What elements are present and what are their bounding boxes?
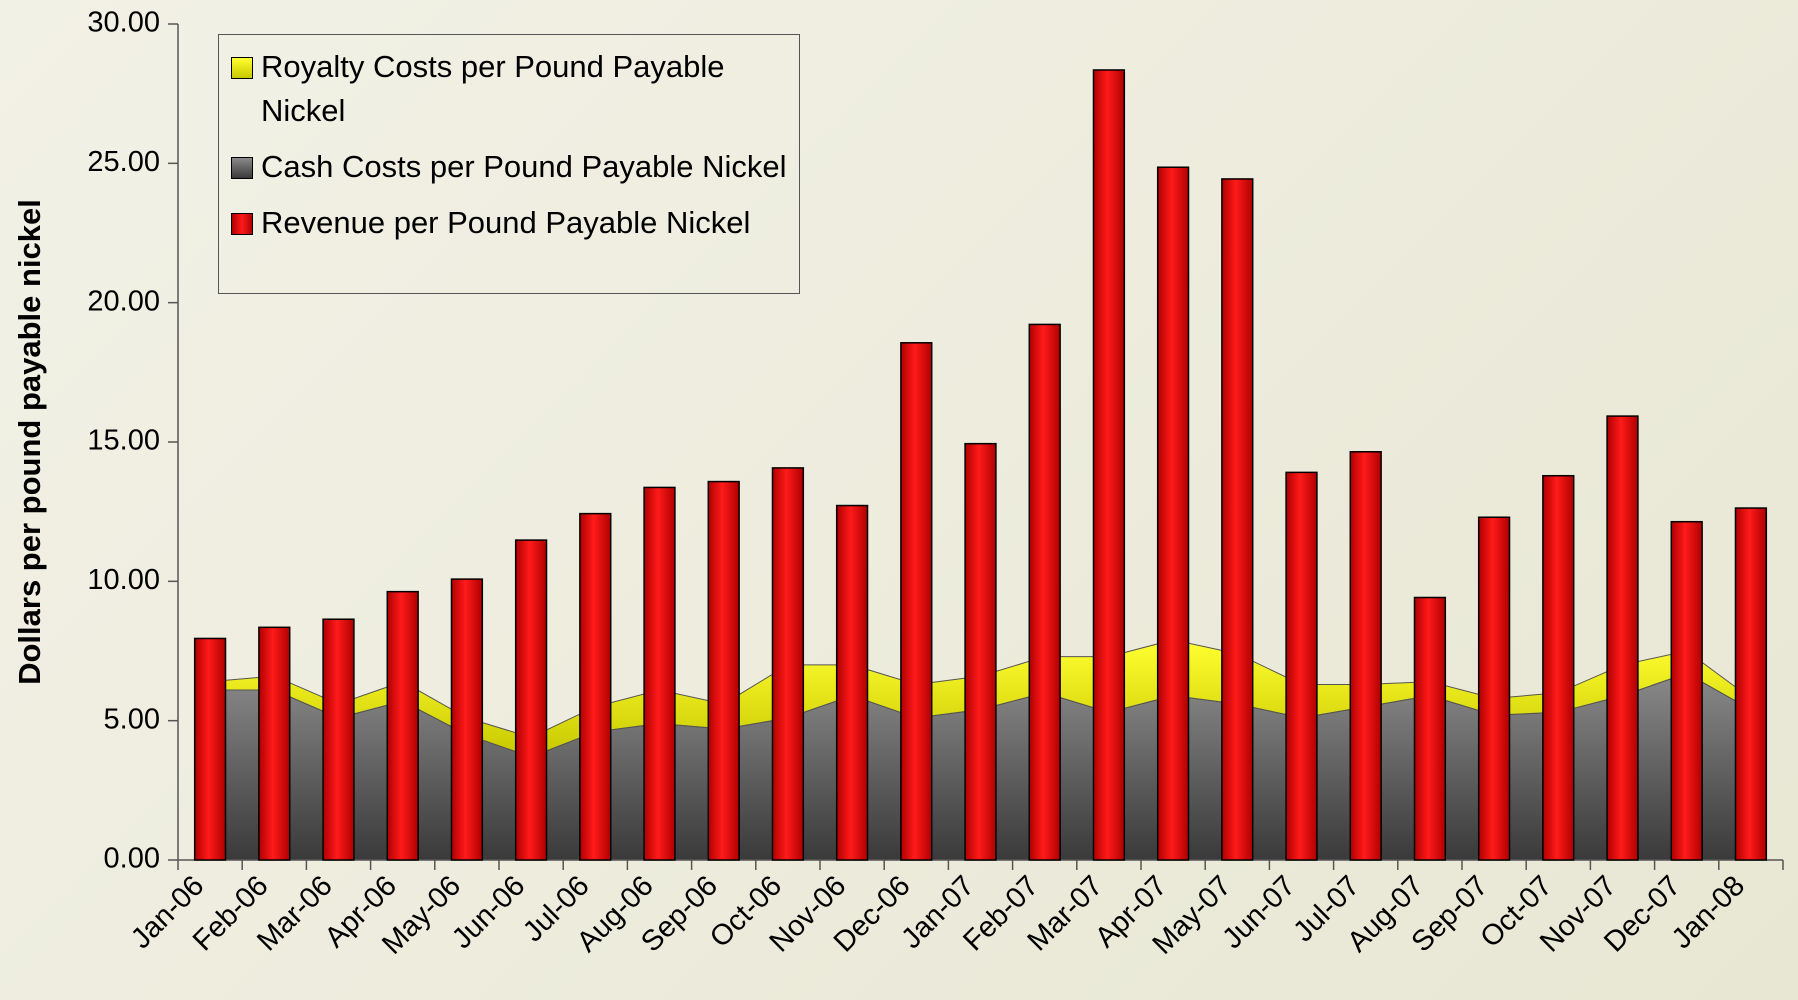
bar	[900, 342, 933, 861]
y-tick-label: 30.00	[87, 7, 160, 39]
bar	[771, 467, 805, 861]
y-tick-label: 25.00	[87, 146, 160, 178]
bar	[1285, 471, 1318, 861]
legend-swatch	[231, 57, 253, 79]
y-tick-label: 0.00	[104, 843, 160, 875]
y-axis-label: Dollars per pound payable nickel	[12, 199, 47, 685]
bar	[1221, 178, 1254, 861]
legend-label: Cash Costs per Pound Payable Nickel	[261, 149, 787, 184]
bar	[1734, 507, 1768, 861]
bar	[579, 512, 612, 861]
bar	[1349, 451, 1382, 861]
legend: Royalty Costs per Pound Payable Nickel Ca…	[218, 34, 800, 294]
bar	[1156, 166, 1190, 861]
legend-item: Cash Costs per Pound Payable Nickel	[231, 145, 789, 189]
bar	[1092, 69, 1126, 861]
legend-swatch	[231, 213, 253, 235]
legend-label: Royalty Costs per Pound Payable Nickel	[261, 49, 725, 128]
bar	[514, 539, 548, 861]
y-tick-label: 20.00	[87, 285, 160, 317]
bar	[835, 504, 869, 861]
bar	[258, 626, 291, 861]
bar	[1413, 596, 1447, 861]
bar	[1028, 323, 1061, 861]
bar	[1477, 516, 1511, 861]
x-tick-label: Jun-07	[1216, 870, 1301, 955]
y-tick-label: 5.00	[104, 703, 160, 735]
legend-item: Revenue per Pound Payable Nickel	[231, 201, 789, 245]
bar	[1542, 474, 1575, 861]
bar	[450, 578, 484, 861]
bar	[643, 486, 676, 861]
bar	[707, 480, 740, 861]
legend-swatch	[231, 157, 253, 179]
bar	[964, 442, 997, 861]
legend-label: Revenue per Pound Payable Nickel	[261, 205, 751, 240]
bar	[193, 637, 227, 861]
bar	[386, 590, 419, 861]
y-tick-label: 15.00	[87, 425, 160, 457]
bar	[1670, 520, 1703, 861]
bar	[1606, 415, 1639, 861]
legend-item: Royalty Costs per Pound Payable Nickel	[231, 45, 789, 133]
y-tick-label: 10.00	[87, 564, 160, 596]
x-tick-label: Jan-08	[1666, 870, 1751, 955]
bar	[322, 618, 355, 861]
x-tick-label: Jun-06	[446, 870, 531, 955]
